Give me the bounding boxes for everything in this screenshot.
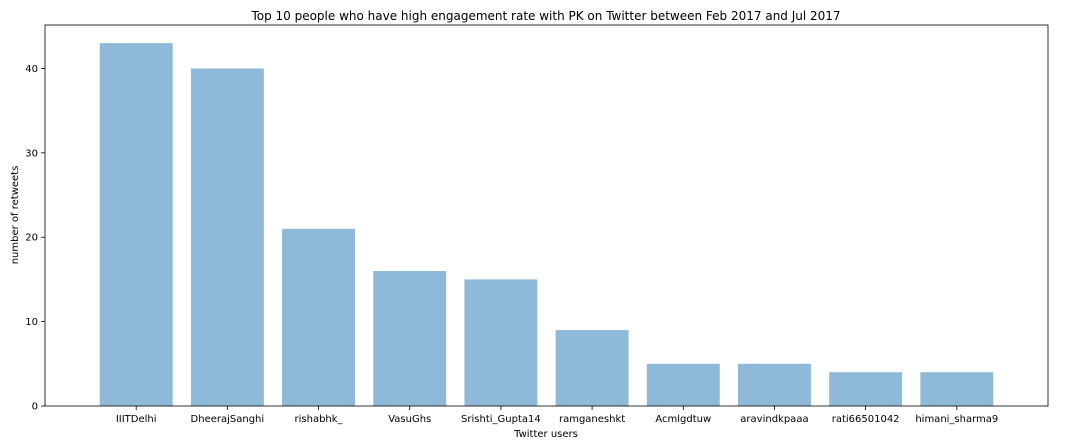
x-axis-label: Twitter users: [513, 429, 578, 440]
x-axis: IIITDelhi DheerajSanghi rishabhk_ VasuGhs Sr…: [116, 406, 998, 425]
bar-rati66501042: [829, 372, 903, 406]
x-tick-label: VasuGhs: [388, 414, 431, 425]
chart-title: Top 10 people who have high engagement r…: [250, 9, 840, 23]
bar-Srishti_Gupta14: [464, 279, 538, 406]
y-tick-label: 30: [25, 148, 38, 159]
x-tick-label: Srishti_Gupta14: [461, 414, 541, 425]
bar-ramganeshkt: [555, 330, 629, 406]
y-axis: 0 10 20 30 40: [25, 64, 45, 413]
x-tick-label: rishabhk_: [295, 414, 344, 425]
x-tick-label: DheerajSanghi: [191, 414, 265, 425]
bar-aravindkpaaa: [737, 363, 811, 406]
y-tick-label: 40: [25, 64, 38, 75]
x-tick-label: IIITDelhi: [116, 414, 157, 425]
x-tick-label: aravindkpaaa: [740, 414, 808, 425]
bar-VasuGhs: [373, 270, 447, 406]
bar-Acmlgdtuw: [646, 363, 720, 406]
bars-group: [99, 43, 994, 407]
bar-rishabhk_: [282, 228, 356, 406]
x-tick-label: ramganeshkt: [559, 414, 625, 425]
y-tick-label: 0: [32, 402, 38, 413]
x-tick-label: rati66501042: [832, 414, 900, 425]
plot-frame: [44, 24, 1049, 407]
y-axis-label: number of retweets: [10, 166, 21, 265]
x-tick-label: Acmlgdtuw: [655, 414, 711, 425]
x-tick-label: himani_sharma9: [915, 414, 998, 425]
y-tick-label: 20: [25, 233, 38, 244]
bar-IIITDelhi: [99, 43, 173, 406]
bar-himani_sharma9: [920, 372, 994, 406]
bar-DheerajSanghi: [190, 68, 264, 407]
y-tick-label: 10: [25, 317, 38, 328]
